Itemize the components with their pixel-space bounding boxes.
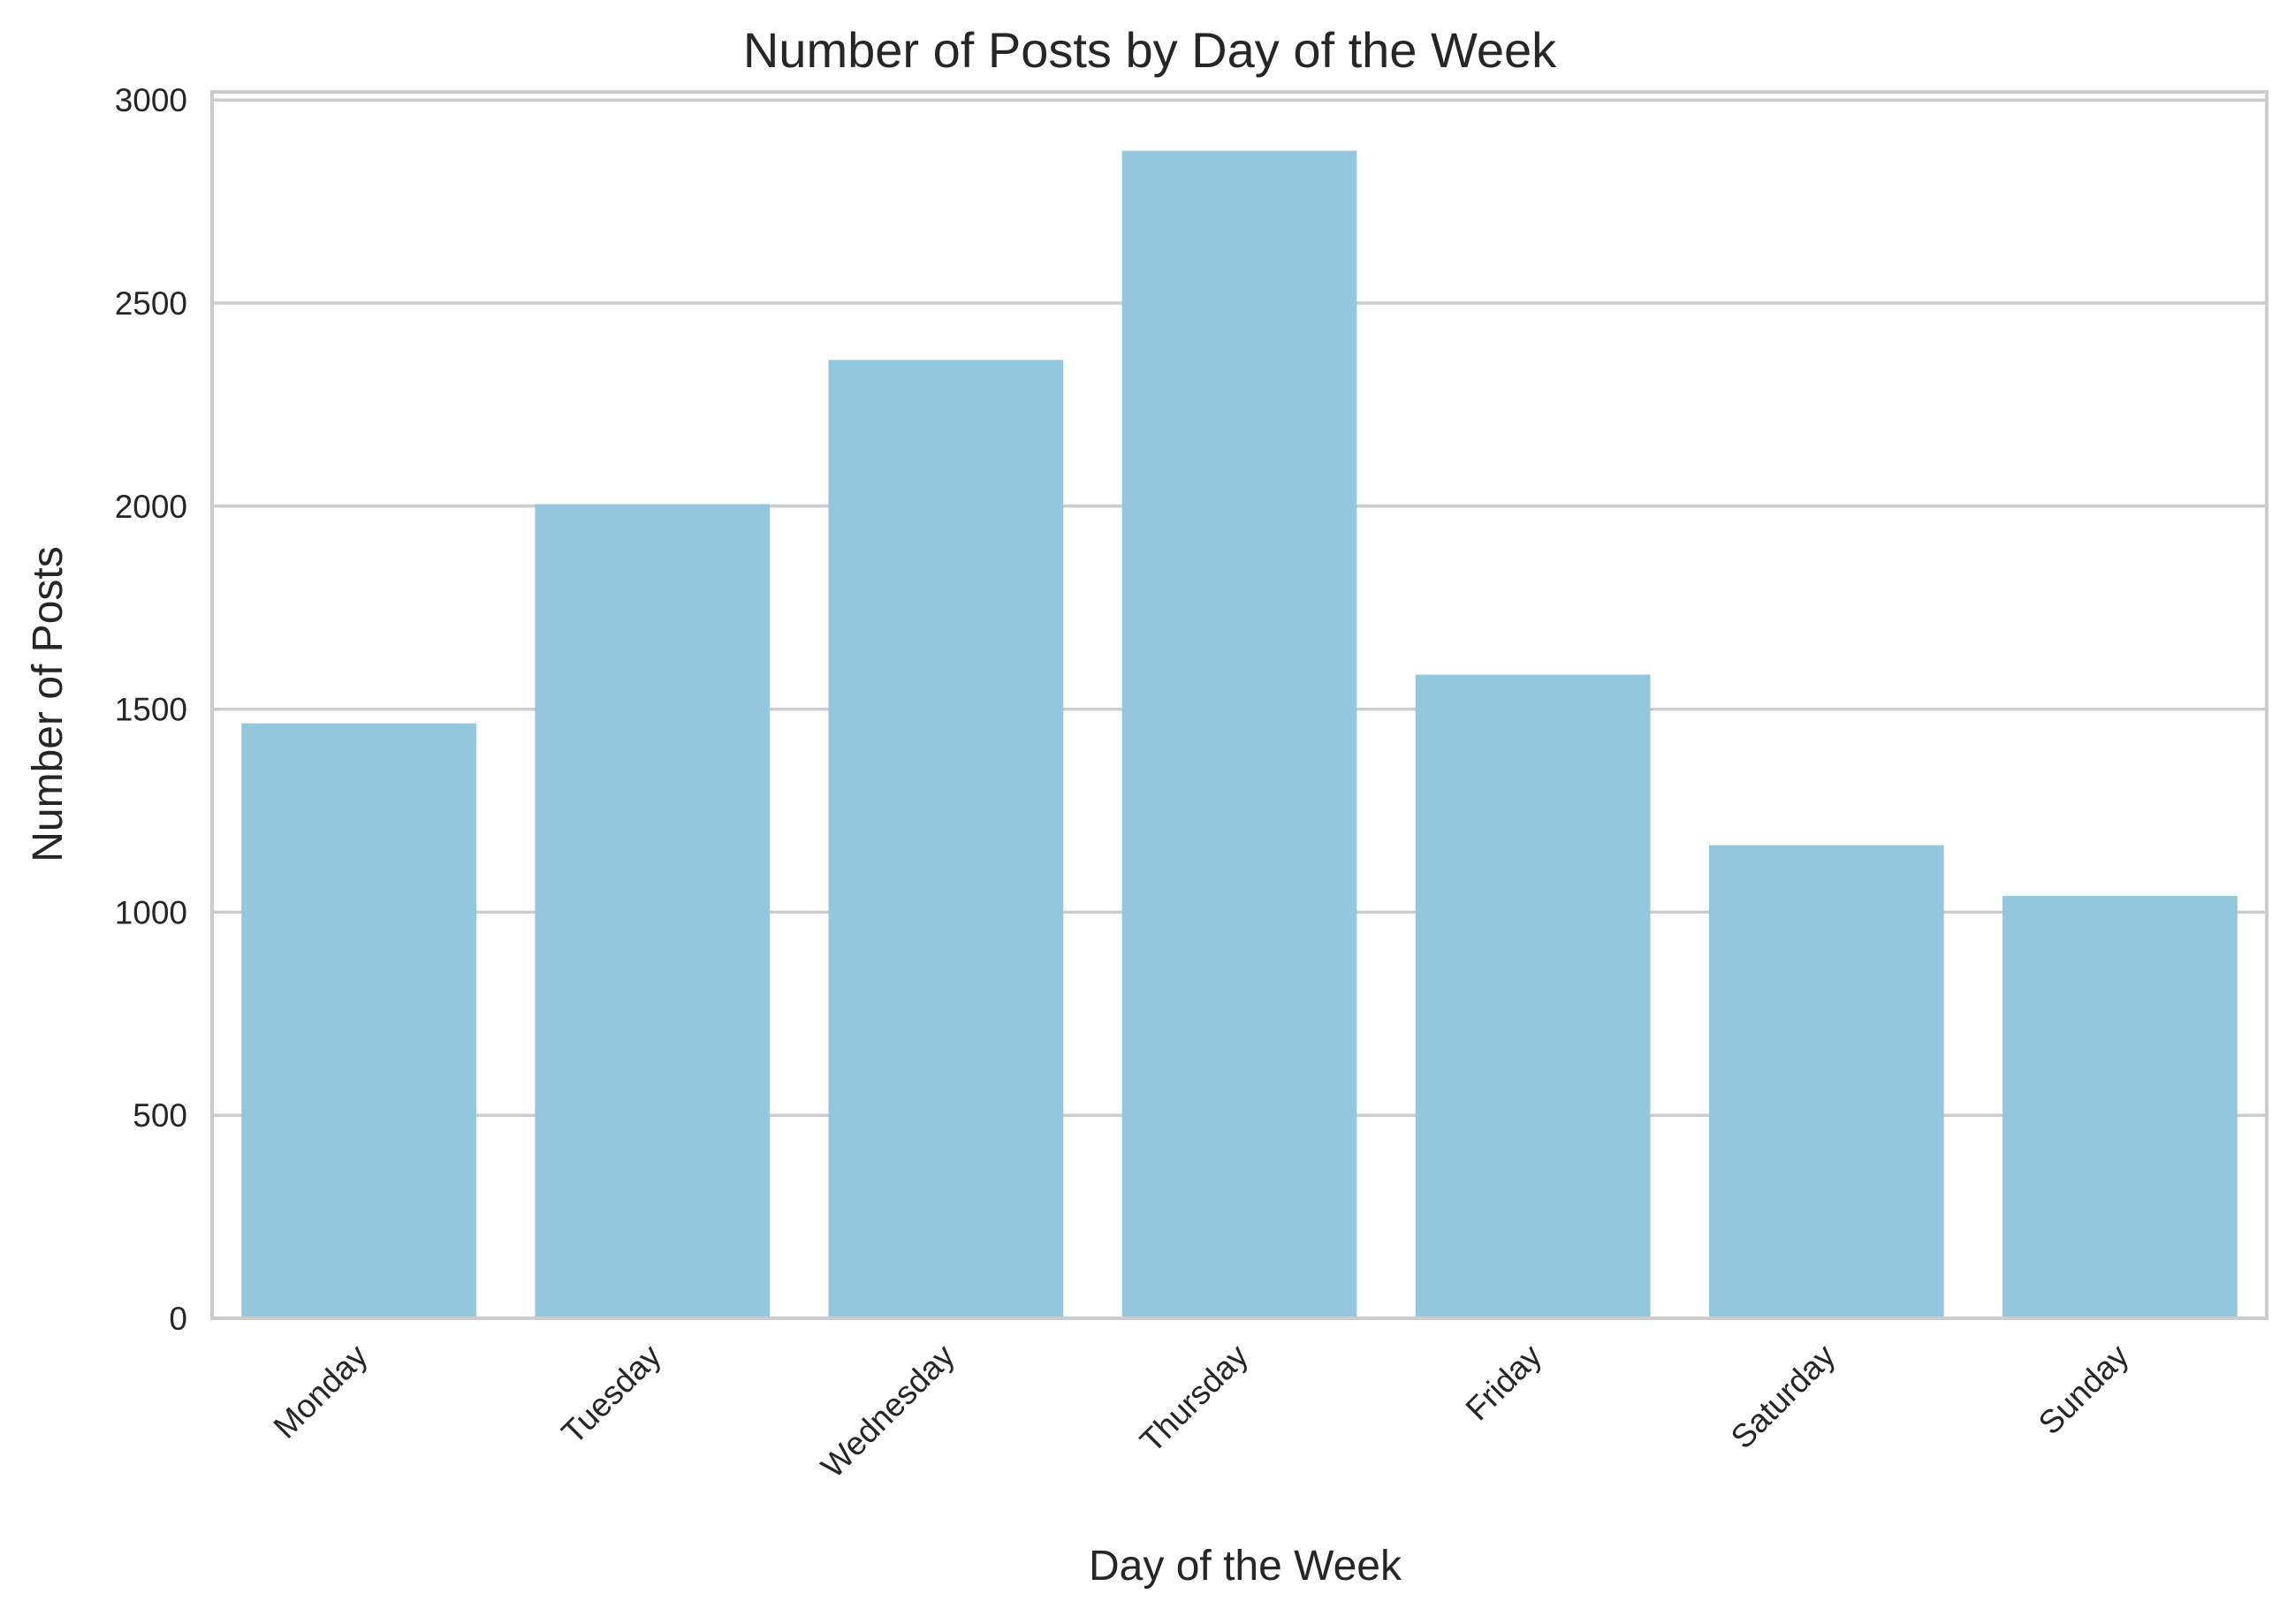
plot-frame [210, 90, 2268, 1320]
bar-tuesday [535, 504, 771, 1318]
y-tick-label-1000: 1000 [115, 894, 187, 930]
bars [241, 150, 2238, 1319]
bar-sunday [2002, 896, 2238, 1318]
bar-friday [1415, 674, 1651, 1318]
y-tick-label-2000: 2000 [115, 489, 187, 525]
y-tick-label-1500: 1500 [115, 692, 187, 728]
axes-frame [210, 90, 2268, 1320]
y-tick-label-0: 0 [169, 1301, 187, 1337]
y-tick-label-3000: 3000 [115, 82, 187, 118]
bar-saturday [1708, 845, 1944, 1318]
y-axis-ticks: 0 500 1000 1500 2000 2500 3000 [115, 82, 187, 1337]
y-tick-label-2500: 2500 [115, 285, 187, 322]
x-axis-label: Day of the Week [1089, 1543, 1402, 1590]
bar-wednesday [828, 360, 1064, 1318]
bar-thursday [1121, 150, 1357, 1319]
y-axis-label: Number of Posts [25, 546, 72, 861]
bar-monday [241, 723, 476, 1318]
chart-title: Number of Posts by Day of the Week [743, 22, 1557, 78]
y-tick-label-500: 500 [133, 1097, 187, 1134]
